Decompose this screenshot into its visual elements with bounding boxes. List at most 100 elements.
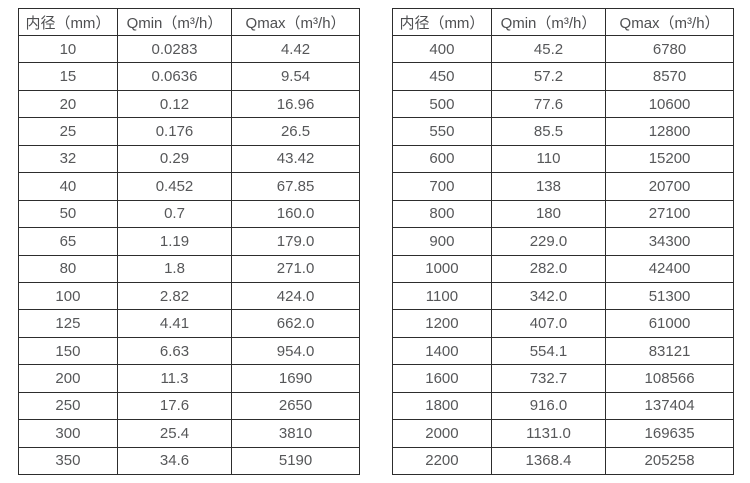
table-row: 32 0.29 43.42 [18,144,360,174]
table-cell: 1368.4 [490,446,607,476]
table-cell: 10600 [605,89,734,119]
table-cell: 27100 [605,199,734,229]
table-cell: 2650 [231,391,360,421]
table-cell: 77.6 [490,89,607,119]
table-cell: 100 [18,281,118,311]
table-row: 1100 342.0 51300 [392,281,734,311]
table-row: 450 57.2 8570 [392,62,734,91]
table-cell: 42400 [605,254,734,283]
table-cell: 10 [18,34,118,64]
table-cell: 20 [18,89,118,119]
table-row: 25 0.176 26.5 [18,117,360,146]
table-cell: 20700 [605,172,734,201]
table-cell: 32 [18,144,118,174]
table-cell: 16.96 [231,89,360,119]
table-cell: 700 [392,172,492,201]
table-row: 350 34.6 5190 [18,446,360,476]
table-cell: 342.0 [490,281,607,311]
table-cell: 65 [18,227,118,256]
table-cell: 2000 [392,419,492,448]
table-row: 2000 1131.0 169635 [392,419,734,448]
table-cell: 80 [18,254,118,283]
table-cell: 83121 [605,336,734,366]
table-cell: 954.0 [231,336,360,366]
table-cell: 407.0 [490,309,607,338]
table-row: 40 0.452 67.85 [18,172,360,201]
table-cell: 300 [18,419,118,448]
table-cell: 1600 [392,364,492,393]
table-cell: 200 [18,364,118,393]
table-cell: 125 [18,309,118,338]
table-cell: 6780 [605,34,734,64]
table-cell: 229.0 [490,227,607,256]
table-cell: 85.5 [490,117,607,146]
table-cell: 1.8 [116,254,233,283]
table-cell: 600 [392,144,492,174]
table-cell: 17.6 [116,391,233,421]
table-row: 250 17.6 2650 [18,391,360,421]
table-cell: 43.42 [231,144,360,174]
column-header: Qmin（m³/h） [490,8,607,36]
table-cell: 180 [490,199,607,229]
table-cell: 67.85 [231,172,360,201]
table-cell: 169635 [605,419,734,448]
table-row: 400 45.2 6780 [392,34,734,64]
table-cell: 8570 [605,62,734,91]
table-row: 10 0.0283 4.42 [18,34,360,64]
table-row: 150 6.63 954.0 [18,336,360,366]
table-cell: 1000 [392,254,492,283]
table-cell: 350 [18,446,118,476]
table-cell: 11.3 [116,364,233,393]
column-header: Qmin（m³/h） [116,8,233,36]
table-row: 15 0.0636 9.54 [18,62,360,91]
table-cell: 0.0636 [116,62,233,91]
column-header: Qmax（m³/h） [231,8,360,36]
table-body: 400 45.2 6780 450 57.2 8570 500 77.6 10600 550 85.… [392,34,734,476]
table-cell: 400 [392,34,492,64]
table-cell: 45.2 [490,34,607,64]
table-cell: 4.42 [231,34,360,64]
table-row: 2200 1368.4 205258 [392,446,734,476]
table-cell: 3810 [231,419,360,448]
table-cell: 500 [392,89,492,119]
table-cell: 800 [392,199,492,229]
table-cell: 25 [18,117,118,146]
table-cell: 2.82 [116,281,233,311]
table-row: 900 229.0 34300 [392,227,734,256]
table-cell: 1131.0 [490,419,607,448]
table-row: 1800 916.0 137404 [392,391,734,421]
table-cell: 0.12 [116,89,233,119]
table-row: 100 2.82 424.0 [18,281,360,311]
table-cell: 1.19 [116,227,233,256]
table-cell: 554.1 [490,336,607,366]
table-cell: 424.0 [231,281,360,311]
table-cell: 0.452 [116,172,233,201]
table-cell: 5190 [231,446,360,476]
table-cell: 50 [18,199,118,229]
table-cell: 0.0283 [116,34,233,64]
table-cell: 138 [490,172,607,201]
table-cell: 732.7 [490,364,607,393]
table-cell: 137404 [605,391,734,421]
table-cell: 250 [18,391,118,421]
table-cell: 51300 [605,281,734,311]
table-row: 65 1.19 179.0 [18,227,360,256]
table-cell: 57.2 [490,62,607,91]
table-cell: 61000 [605,309,734,338]
table-row: 600 110 15200 [392,144,734,174]
table-cell: 205258 [605,446,734,476]
table-row: 550 85.5 12800 [392,117,734,146]
table-cell: 25.4 [116,419,233,448]
table-cell: 0.176 [116,117,233,146]
table-cell: 108566 [605,364,734,393]
table-row: 200 11.3 1690 [18,364,360,393]
table-row: 500 77.6 10600 [392,89,734,119]
header-row: 内径（mm） Qmin（m³/h） Qmax（m³/h） [18,8,360,36]
table-row: 80 1.8 271.0 [18,254,360,283]
column-header: Qmax（m³/h） [605,8,734,36]
table-cell: 1400 [392,336,492,366]
table-cell: 34.6 [116,446,233,476]
table-row: 50 0.7 160.0 [18,199,360,229]
table-cell: 1200 [392,309,492,338]
